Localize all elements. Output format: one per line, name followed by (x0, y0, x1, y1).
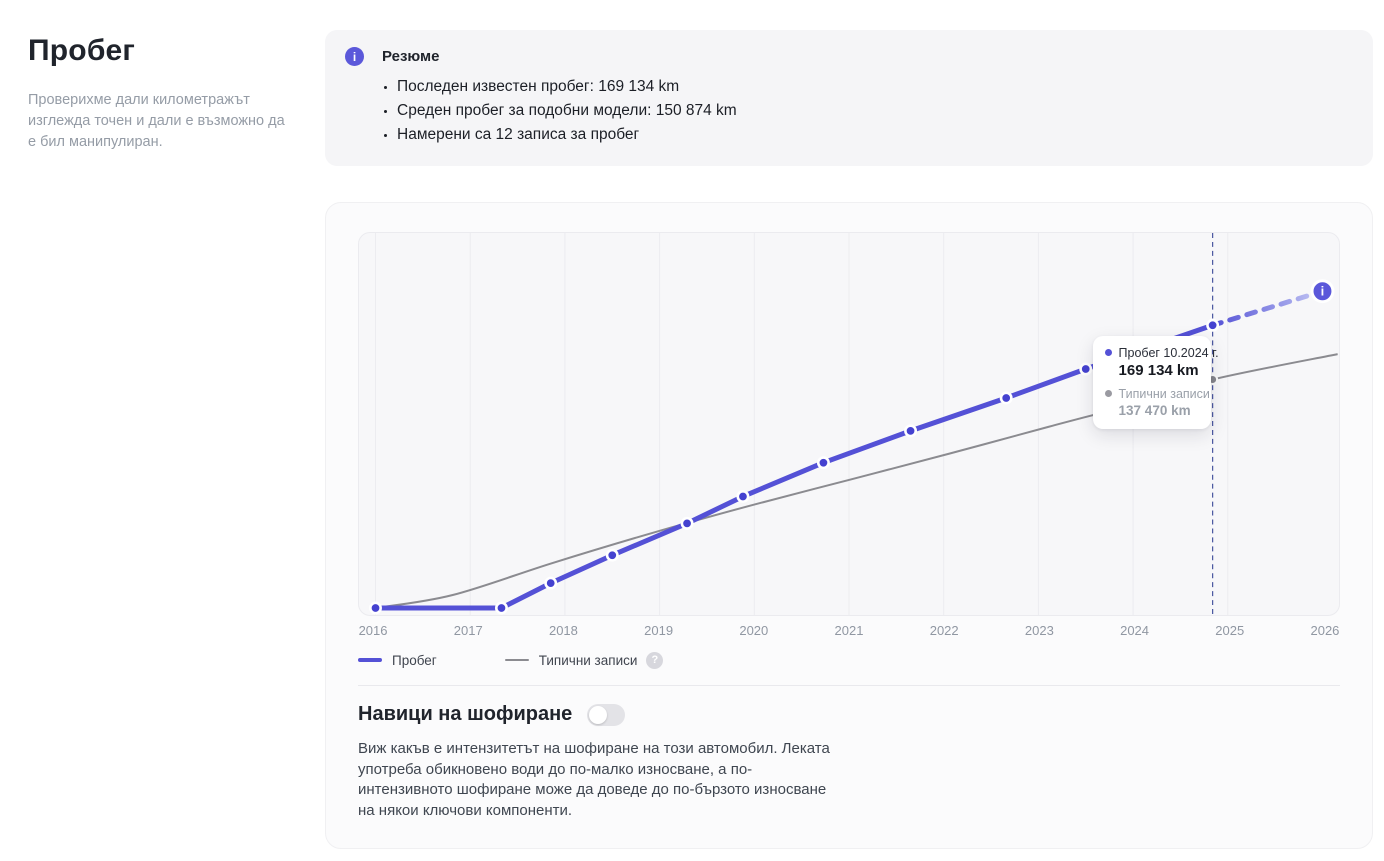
mileage-record-marker[interactable] (369, 601, 382, 615)
help-icon[interactable]: ? (646, 651, 664, 669)
driving-habits-header: Навици на шофиране (358, 703, 1340, 726)
mileage-record-marker[interactable] (736, 489, 750, 503)
tooltip-typical-value: 137 470 km (1118, 402, 1191, 418)
x-axis-labels: 2016 2017 2018 2019 2020 2021 2022 2023 2024 2025… (358, 616, 1340, 643)
tooltip-typical-dot (1104, 390, 1112, 398)
x-axis-label: 2024 (1120, 623, 1150, 638)
legend-swatch-typical (504, 659, 529, 661)
svg-text:i: i (1321, 284, 1325, 299)
mileage-chart-svg: i (369, 233, 1338, 615)
driving-habits-toggle[interactable] (587, 703, 626, 726)
chart-tooltip: Пробег 10.2024 г. 169 134 km Типични зап… (1092, 335, 1219, 429)
mileage-chart-plot[interactable]: i Пробег 10.2024 г. 169 134 km Типични з… (358, 232, 1340, 616)
mileage-record-marker[interactable] (1206, 318, 1220, 332)
mileage-record-marker[interactable] (1079, 362, 1093, 376)
legend-label-mileage: Пробег (392, 652, 437, 668)
summary-title: Резюме (382, 48, 440, 65)
mileage-record-marker[interactable] (680, 516, 694, 530)
section-divider (358, 685, 1340, 686)
chart-legend: Пробег Типични записи ? (358, 650, 1340, 670)
tooltip-mileage-value: 169 134 km (1118, 361, 1199, 379)
mileage-projection-line (1210, 288, 1325, 328)
driving-habits-title: Навици на шофиране (358, 703, 573, 725)
projection-info-icon[interactable]: i (1310, 279, 1335, 304)
x-axis-label: 2023 (1024, 623, 1054, 638)
x-axis-label: 2020 (739, 623, 769, 638)
x-axis-label: 2022 (929, 623, 959, 638)
mileage-record-marker[interactable] (605, 548, 619, 562)
legend-swatch-mileage (358, 657, 382, 663)
x-axis-label: 2026 (1310, 623, 1340, 638)
summary-item-average-mileage: Среден пробег за подобни модели: 150 874… (397, 99, 1353, 123)
x-axis-label: 2021 (834, 623, 864, 638)
tooltip-typical-label: Типични записи (1118, 386, 1210, 401)
mileage-record-marker[interactable] (904, 424, 918, 438)
driving-habits-description: Виж какъв е интензитетът на шофиране на … (358, 740, 830, 819)
summary-list: Последен известен пробег: 169 134 km Сре… (345, 75, 1353, 147)
page-description: Проверихме дали километражът изглежда то… (28, 92, 285, 150)
mileage-record-marker[interactable] (494, 601, 508, 615)
mileage-record-marker[interactable] (544, 576, 558, 590)
summary-item-records-count: Намерени са 12 записа за пробег (397, 123, 1353, 147)
x-axis-label: 2016 (358, 623, 388, 638)
info-icon[interactable]: i (345, 47, 364, 66)
summary-item-last-mileage: Последен известен пробег: 169 134 km (397, 75, 1353, 99)
tooltip-mileage-label: Пробег 10.2024 г. (1118, 345, 1219, 360)
x-axis-label: 2017 (453, 623, 483, 638)
mileage-record-marker[interactable] (816, 456, 830, 470)
sidebar: Пробег Проверихме дали километражът изгл… (28, 34, 292, 153)
x-axis-label: 2018 (548, 623, 578, 638)
tooltip-mileage-dot (1104, 349, 1112, 357)
summary-card: i Резюме Последен известен пробег: 169 1… (325, 30, 1373, 166)
mileage-chart-card: i Пробег 10.2024 г. 169 134 km Типични з… (325, 202, 1373, 849)
mileage-record-marker[interactable] (999, 391, 1013, 405)
x-axis-label: 2025 (1215, 623, 1245, 638)
toggle-knob (589, 705, 608, 724)
main-content: i Резюме Последен известен пробег: 169 1… (325, 30, 1373, 849)
x-axis-label: 2019 (644, 623, 674, 638)
page-title: Пробег (28, 34, 136, 67)
summary-header: i Резюме (345, 47, 1353, 66)
legend-label-typical: Типични записи (538, 652, 638, 668)
